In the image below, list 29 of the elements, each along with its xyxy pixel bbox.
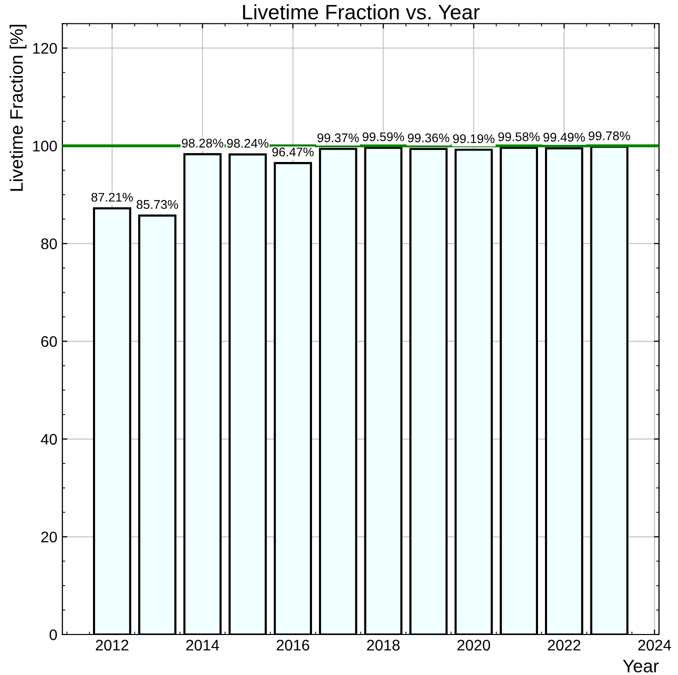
data-label: 99.37%	[317, 133, 359, 142]
data-label: 98.24%	[227, 138, 268, 148]
y-tick-label: 20	[41, 532, 57, 542]
data-label: 99.49%	[543, 132, 585, 142]
data-label: 99.59%	[362, 132, 404, 142]
data-label: 85.73%	[136, 200, 178, 209]
x-axis-title: Year	[622, 660, 659, 672]
y-tick-label: 0	[50, 629, 57, 640]
x-tick-label: 2018	[367, 640, 400, 651]
x-tick-label: 2022	[548, 640, 580, 651]
x-tick-label: 2012	[96, 640, 128, 651]
data-label: 96.47%	[272, 148, 314, 156]
x-tick-label: 2024	[638, 640, 672, 651]
y-tick-label: 100	[33, 140, 57, 152]
chart-title: Livetime Fraction vs. Year	[243, 4, 480, 20]
y-tick-label: 120	[33, 42, 57, 54]
x-tick-label: 2014	[186, 640, 220, 651]
y-tick-label: 60	[41, 336, 57, 347]
data-label: 99.19%	[453, 134, 494, 144]
y-axis-title: Livetime Fraction [%]	[10, 24, 26, 191]
data-label: 99.78%	[588, 131, 630, 140]
y-tick-label: 40	[40, 434, 57, 445]
data-label: 99.36%	[408, 133, 450, 142]
y-tick-label: 80	[41, 238, 57, 250]
x-tick-label: 2016	[276, 640, 310, 651]
x-tick-label: 2020	[457, 640, 490, 651]
data-label: 99.58%	[498, 132, 540, 142]
data-label: 98.28%	[182, 138, 224, 148]
data-label: 87.21%	[91, 192, 133, 202]
